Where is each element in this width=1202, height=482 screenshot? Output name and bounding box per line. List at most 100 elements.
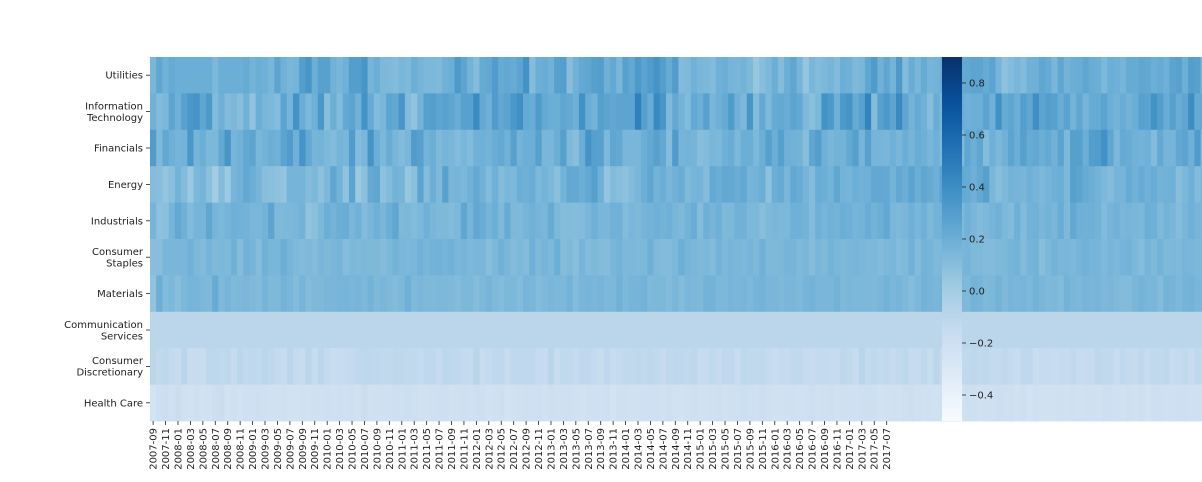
heatmap-cell xyxy=(193,384,201,422)
heatmap-cell xyxy=(728,239,735,276)
heatmap-cell xyxy=(1169,166,1177,203)
heatmap-cell xyxy=(535,384,543,422)
heatmap-cell xyxy=(1001,311,1009,349)
heatmap-cell xyxy=(1150,384,1158,422)
heatmap-cell xyxy=(1101,348,1108,385)
heatmap-cell xyxy=(765,166,773,203)
heatmap-cell xyxy=(554,275,561,313)
heatmap-cell xyxy=(734,202,741,240)
heatmap-cell xyxy=(821,57,829,94)
heatmap-cell xyxy=(815,384,822,422)
heatmap-cell xyxy=(1001,166,1009,203)
heatmap-cell xyxy=(479,384,487,422)
heatmap-cell xyxy=(914,129,922,167)
heatmap-cell xyxy=(386,239,393,276)
heatmap-cell xyxy=(815,239,822,276)
heatmap-cell xyxy=(1132,384,1139,422)
heatmap-cell xyxy=(361,93,368,131)
heatmap-cell xyxy=(448,129,456,167)
heatmap-cell xyxy=(1014,348,1021,385)
heatmap-cell xyxy=(578,275,586,313)
heatmap-cell xyxy=(212,202,219,240)
heatmap-cell xyxy=(454,348,462,385)
heatmap-cell xyxy=(268,384,275,422)
heatmap-cell xyxy=(1007,239,1015,276)
heatmap-cell xyxy=(1194,239,1202,276)
heatmap-cell xyxy=(442,348,449,385)
heatmap-cell xyxy=(1132,202,1139,240)
heatmap-cell xyxy=(386,129,393,167)
heatmap-cell xyxy=(249,275,257,313)
heatmap-cell xyxy=(709,202,717,240)
heatmap-cell xyxy=(672,239,679,276)
heatmap-cell xyxy=(255,129,263,167)
heatmap-cell xyxy=(367,275,375,313)
heatmap-cell xyxy=(1138,239,1146,276)
heatmap-cell xyxy=(610,275,617,313)
heatmap-cell xyxy=(541,311,549,349)
heatmap-cell xyxy=(697,384,704,422)
heatmap-cell xyxy=(554,384,561,422)
heatmap-cell xyxy=(1088,239,1096,276)
heatmap-cell xyxy=(274,275,281,313)
heatmap-cell xyxy=(460,57,468,94)
heatmap-cell xyxy=(255,384,263,422)
heatmap-cell xyxy=(603,202,611,240)
x-tick-label: 2009-11 xyxy=(310,428,321,470)
x-tick-label: 2012-03 xyxy=(484,428,495,470)
heatmap-cell xyxy=(914,275,922,313)
heatmap-cell xyxy=(889,275,897,313)
heatmap-cell xyxy=(821,384,829,422)
heatmap-cell xyxy=(342,202,350,240)
heatmap-cell xyxy=(622,384,630,422)
heatmap-cell xyxy=(355,348,362,385)
heatmap-cell xyxy=(1032,57,1040,94)
heatmap-cell xyxy=(983,202,990,240)
heatmap-cell xyxy=(529,239,536,276)
heatmap-cell xyxy=(1014,129,1021,167)
heatmap-cell xyxy=(435,275,443,313)
heatmap-cell xyxy=(162,93,170,131)
heatmap-cell xyxy=(622,348,630,385)
heatmap-cell xyxy=(1001,93,1009,131)
heatmap-cell xyxy=(473,348,480,385)
heatmap-cell xyxy=(703,275,710,313)
heatmap-cell xyxy=(684,311,692,349)
heatmap-cell xyxy=(305,202,313,240)
heatmap-cell xyxy=(1051,348,1059,385)
heatmap-cell xyxy=(896,93,903,131)
heatmap-cell xyxy=(423,57,431,94)
heatmap-cell xyxy=(883,57,891,94)
heatmap-cell xyxy=(753,275,760,313)
heatmap-cell xyxy=(516,166,524,203)
heatmap-cell xyxy=(578,311,586,349)
heatmap-cell xyxy=(268,166,275,203)
heatmap-cell xyxy=(274,202,281,240)
heatmap-cell xyxy=(883,93,891,131)
heatmap-cell xyxy=(541,384,549,422)
heatmap-cell xyxy=(243,202,250,240)
heatmap-cell xyxy=(740,384,748,422)
heatmap-cell xyxy=(336,275,344,313)
heatmap-cell xyxy=(840,57,847,94)
heatmap-cell xyxy=(659,311,667,349)
heatmap-cell xyxy=(1045,384,1052,422)
heatmap-cell xyxy=(224,129,232,167)
x-tick-label: 2008-09 xyxy=(223,428,234,470)
heatmap-cell xyxy=(983,93,990,131)
heatmap-cell xyxy=(498,57,505,94)
heatmap-cell xyxy=(417,384,424,422)
heatmap-cell xyxy=(460,239,468,276)
heatmap-cell xyxy=(1094,311,1102,349)
heatmap-cell xyxy=(622,93,630,131)
x-tick-label: 2007-09 xyxy=(149,428,160,470)
heatmap-cell xyxy=(765,202,773,240)
heatmap-cell xyxy=(858,348,866,385)
heatmap-cell xyxy=(846,129,853,167)
heatmap-cell xyxy=(603,166,611,203)
heatmap-cell xyxy=(1007,311,1015,349)
heatmap-cell xyxy=(1126,166,1133,203)
heatmap-cell xyxy=(268,129,275,167)
heatmap-cell xyxy=(398,129,406,167)
heatmap-cell xyxy=(423,202,431,240)
